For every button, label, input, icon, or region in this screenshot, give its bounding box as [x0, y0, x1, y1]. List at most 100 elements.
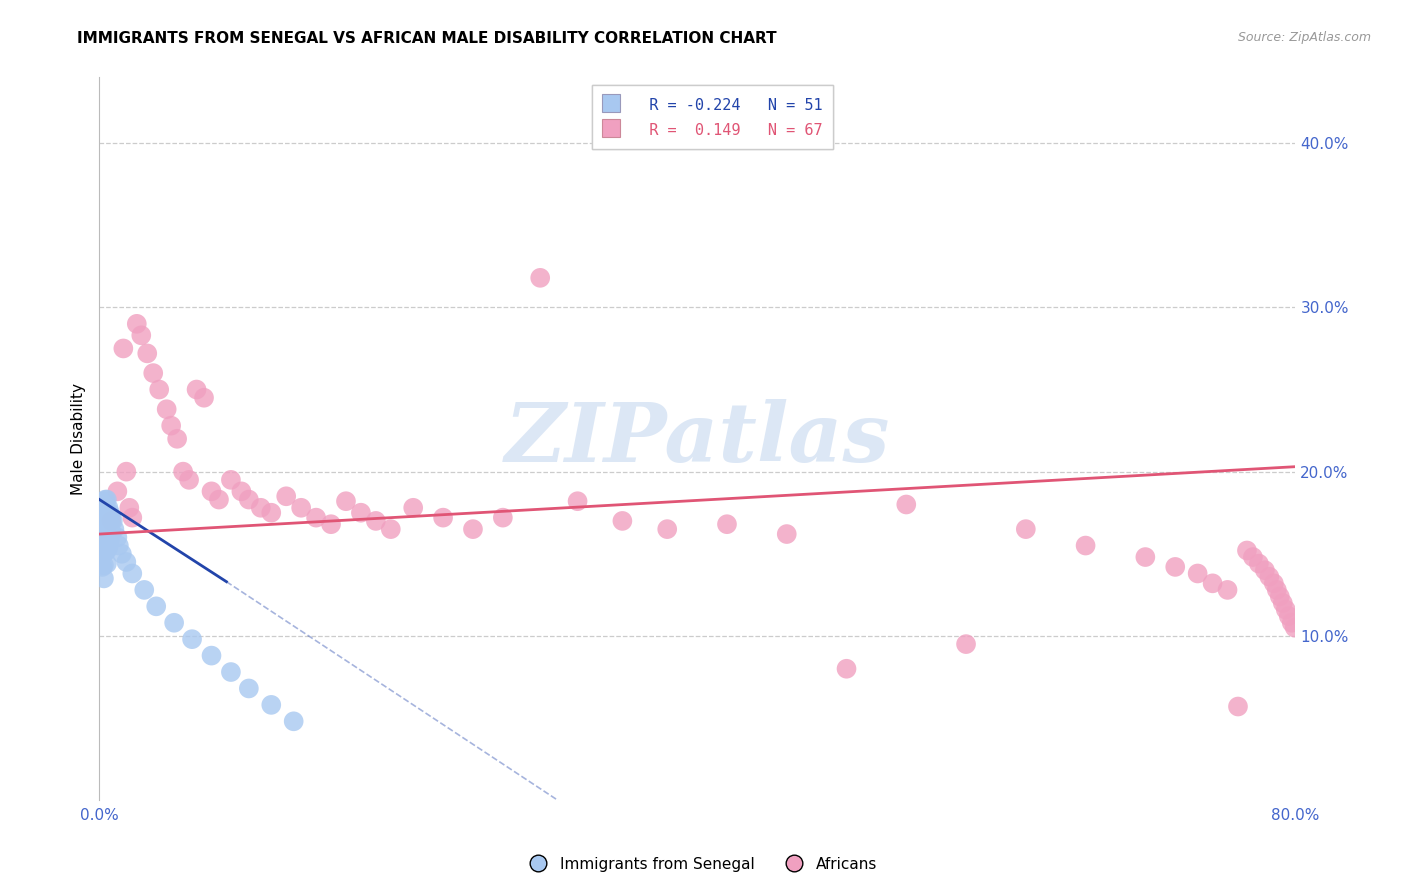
Point [1241, 550, 1264, 565]
Point [97, 540, 120, 554]
Point [100, 514, 122, 528]
Point [219, 473, 242, 487]
Point [612, 514, 634, 528]
Point [305, 510, 328, 524]
Point [461, 522, 484, 536]
Point [96, 517, 118, 532]
Point [94, 543, 117, 558]
Point [98, 519, 121, 533]
Point [1201, 576, 1223, 591]
Point [93, 571, 115, 585]
Point [93, 494, 115, 508]
Point [1265, 582, 1288, 597]
Point [1135, 550, 1157, 565]
Point [101, 514, 124, 528]
Point [93, 533, 115, 548]
Point [94, 517, 117, 532]
Point [100, 510, 122, 524]
Point [260, 698, 283, 712]
Point [90, 539, 112, 553]
Point [91, 498, 114, 512]
Point [364, 514, 387, 528]
Point [231, 484, 253, 499]
Point [193, 391, 215, 405]
Point [177, 473, 200, 487]
Point [90, 517, 112, 532]
Point [1271, 596, 1294, 610]
Point [249, 500, 271, 515]
Point [567, 494, 589, 508]
Point [955, 637, 977, 651]
Point [129, 328, 152, 343]
Point [200, 648, 222, 663]
Point [98, 506, 121, 520]
Point [657, 522, 679, 536]
Point [1074, 539, 1097, 553]
Point [115, 465, 138, 479]
Point [200, 484, 222, 499]
Point [492, 510, 515, 524]
Point [335, 494, 357, 508]
Point [219, 665, 242, 679]
Point [276, 489, 298, 503]
Point [1263, 576, 1285, 591]
Point [91, 510, 114, 524]
Point [319, 517, 342, 532]
Point [160, 418, 183, 433]
Point [380, 522, 402, 536]
Point [716, 517, 738, 532]
Point [105, 484, 128, 499]
Point [172, 465, 194, 479]
Point [260, 506, 283, 520]
Point [1216, 582, 1239, 597]
Point [1275, 602, 1298, 616]
Point [163, 615, 186, 630]
Point [96, 504, 118, 518]
Point [1227, 699, 1250, 714]
Point [93, 519, 115, 533]
Point [94, 492, 117, 507]
Point [91, 543, 114, 558]
Point [208, 492, 231, 507]
Text: Source: ZipAtlas.com: Source: ZipAtlas.com [1237, 31, 1371, 45]
Point [145, 599, 167, 614]
Point [90, 506, 112, 520]
Point [1187, 566, 1209, 581]
Point [121, 510, 143, 524]
Point [156, 402, 179, 417]
Point [103, 522, 125, 536]
Point [402, 500, 425, 515]
Point [529, 270, 551, 285]
Point [96, 530, 118, 544]
Y-axis label: Male Disability: Male Disability [72, 383, 86, 495]
Point [1278, 609, 1301, 624]
Point [93, 558, 115, 573]
Point [896, 498, 918, 512]
Point [1281, 615, 1303, 630]
Point [108, 539, 131, 553]
Point [98, 533, 121, 548]
Point [166, 432, 188, 446]
Point [96, 492, 118, 507]
Point [238, 492, 260, 507]
Point [97, 500, 120, 515]
Point [776, 527, 799, 541]
Point [1254, 563, 1277, 577]
Point [1015, 522, 1038, 536]
Point [148, 383, 170, 397]
Point [432, 510, 454, 524]
Legend:   R = -0.224   N = 51,   R =  0.149   N = 67: R = -0.224 N = 51, R = 0.149 N = 67 [592, 85, 832, 149]
Point [97, 514, 120, 528]
Point [111, 547, 134, 561]
Point [1258, 570, 1281, 584]
Point [134, 582, 156, 597]
Text: IMMIGRANTS FROM SENEGAL VS AFRICAN MALE DISABILITY CORRELATION CHART: IMMIGRANTS FROM SENEGAL VS AFRICAN MALE … [77, 31, 778, 46]
Point [94, 504, 117, 518]
Point [112, 342, 135, 356]
Point [91, 527, 114, 541]
Legend: Immigrants from Senegal, Africans: Immigrants from Senegal, Africans [522, 848, 884, 880]
Point [181, 632, 204, 647]
Point [1247, 557, 1270, 571]
Point [1268, 590, 1291, 604]
Point [100, 525, 122, 540]
